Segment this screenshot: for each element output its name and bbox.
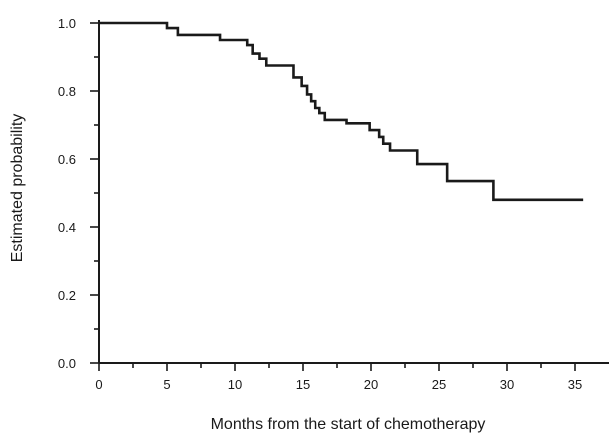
survival-step-line [99, 21, 584, 202]
y-tick-label: 0.4 [58, 220, 76, 235]
y-tick-label: 0.2 [58, 288, 76, 303]
y-tick-label: 0.6 [58, 152, 76, 167]
plot-area: 0.0 0.2 0.4 0.6 0.8 1.0 0 5 10 15 20 25 30 35 [58, 16, 609, 392]
y-axis-title: Estimated probability [9, 114, 26, 263]
x-axis-ticks: 0 5 10 15 20 25 30 35 [95, 363, 582, 392]
x-tick-label: 10 [228, 377, 242, 392]
y-axis-ticks: 0.0 0.2 0.4 0.6 0.8 1.0 [58, 16, 99, 371]
x-tick-label: 0 [95, 377, 102, 392]
y-tick-label: 1.0 [58, 16, 76, 31]
x-tick-label: 30 [500, 377, 514, 392]
x-tick-label: 25 [432, 377, 446, 392]
x-tick-label: 5 [163, 377, 170, 392]
x-axis-title: Months from the start of chemotherapy [211, 416, 486, 433]
x-tick-label: 15 [296, 377, 310, 392]
series-layer [99, 21, 584, 202]
y-tick-label: 0.8 [58, 84, 76, 99]
x-tick-label: 20 [364, 377, 378, 392]
y-tick-label: 0.0 [58, 356, 76, 371]
x-tick-label: 35 [568, 377, 582, 392]
